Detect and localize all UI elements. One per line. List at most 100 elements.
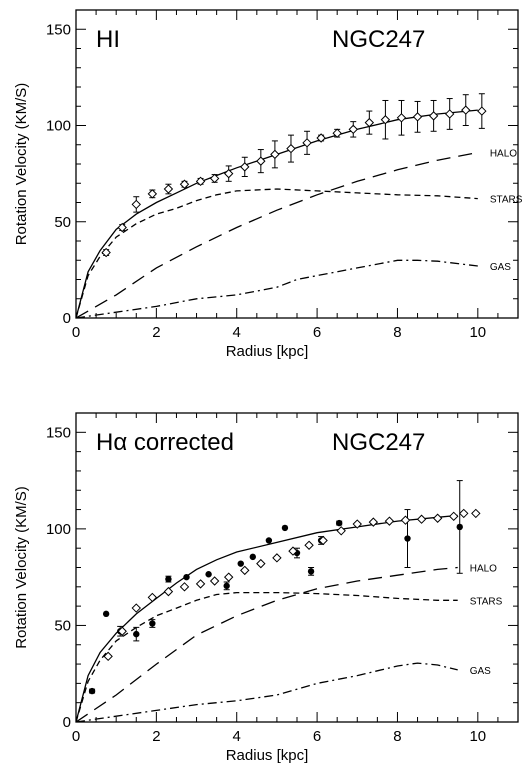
data-point-diamond — [444, 109, 455, 119]
stars-model-curve — [76, 591, 458, 722]
data-point-diamond — [117, 626, 127, 636]
stars-curve-label: STARS — [470, 596, 503, 607]
data-point-diamond — [396, 113, 407, 123]
x-tick-label: 0 — [72, 728, 80, 745]
data-point-diamond — [179, 179, 190, 189]
y-tick-label: 0 — [63, 714, 71, 731]
data-point-diamond — [302, 138, 312, 148]
data-point-diamond — [101, 247, 111, 258]
data-point-diamond — [240, 565, 250, 576]
data-point-filled — [281, 524, 289, 532]
data-point-filled — [165, 575, 172, 583]
data-point-diamond — [380, 115, 391, 125]
x-tick-label: 8 — [393, 728, 401, 745]
data-point-diamond — [368, 517, 379, 527]
plot-frame — [75, 412, 519, 723]
data-point-diamond — [179, 582, 190, 592]
y-axis-label: Rotation Velocity (KM/S) — [13, 83, 30, 246]
data-point-diamond — [477, 106, 487, 116]
data-point-diamond — [318, 535, 328, 546]
data-point-diamond — [364, 117, 375, 128]
data-point-diamond — [147, 592, 158, 603]
gas-curve-label: GAS — [490, 262, 511, 273]
x-tick-label: 10 — [469, 324, 486, 341]
x-tick-label: 6 — [313, 324, 321, 341]
data-point-filled — [102, 610, 110, 618]
data-point-filled — [223, 582, 230, 590]
y-tick-label: 50 — [54, 214, 71, 231]
data-point-diamond — [223, 572, 234, 582]
data-point-diamond — [286, 143, 296, 154]
x-tick-label: 4 — [233, 728, 241, 745]
data-point-filled — [237, 560, 244, 567]
data-point-diamond — [131, 603, 141, 613]
data-point-diamond — [428, 111, 439, 121]
halo-curve-label: HALO — [470, 564, 497, 575]
x-tick-label: 0 — [72, 324, 80, 341]
data-point-diamond — [316, 133, 326, 143]
data-point-diamond — [449, 511, 459, 522]
data-point-filled — [456, 523, 463, 531]
data-point-diamond — [412, 112, 423, 122]
halo-model-curve — [76, 151, 478, 318]
data-point-diamond — [103, 651, 113, 662]
data-point-diamond — [332, 128, 342, 138]
data-point-filled — [205, 571, 212, 578]
data-point-diamond — [400, 515, 411, 525]
stars-model-curve — [76, 188, 478, 318]
data-point-diamond — [384, 516, 395, 526]
x-tick-label: 2 — [152, 728, 160, 745]
y-tick-label: 150 — [46, 424, 71, 441]
data-point-filled — [183, 573, 190, 581]
galaxy-label: NGC247 — [332, 26, 425, 53]
data-point-diamond — [195, 176, 206, 187]
data-point-diamond — [270, 149, 280, 160]
y-tick-label: 100 — [46, 118, 71, 135]
data-point-filled — [307, 568, 315, 575]
panel-label: HI — [96, 26, 120, 53]
y-axis-label: Rotation Velocity (KM/S) — [13, 486, 30, 649]
data-point-diamond — [348, 124, 358, 135]
panel-label: Hα corrected — [96, 429, 234, 456]
total-model-curve — [76, 109, 478, 318]
data-point-diamond — [147, 189, 158, 199]
halo-curve-label: HALO — [490, 148, 517, 159]
data-point-diamond — [459, 508, 469, 519]
gas-curve-label: GAS — [470, 666, 491, 677]
x-tick-label: 4 — [233, 324, 241, 341]
y-tick-label: 50 — [54, 617, 71, 634]
data-point-diamond — [288, 546, 298, 556]
y-tick-label: 100 — [46, 521, 71, 538]
data-point-filled — [335, 519, 343, 527]
y-tick-label: 150 — [46, 21, 71, 38]
data-point-diamond — [336, 526, 346, 536]
data-point-diamond — [471, 508, 481, 519]
x-tick-label: 10 — [469, 728, 486, 745]
plot-frame — [75, 9, 519, 319]
x-axis-label: Radius [kpc] — [226, 343, 309, 360]
data-point-diamond — [131, 199, 141, 210]
data-point-diamond — [352, 519, 362, 529]
x-tick-label: 6 — [313, 728, 321, 745]
data-point-diamond — [163, 586, 174, 597]
x-axis-label: Radius [kpc] — [226, 747, 309, 764]
data-point-filled — [149, 620, 156, 627]
stars-curve-label: STARS — [490, 195, 523, 206]
data-point-diamond — [223, 168, 234, 179]
x-tick-label: 2 — [152, 324, 160, 341]
gas-model-curve — [76, 662, 458, 722]
data-point-diamond — [416, 514, 427, 524]
data-point-diamond — [209, 173, 220, 184]
data-point-diamond — [256, 558, 266, 569]
data-point-diamond — [432, 513, 443, 523]
data-point-diamond — [240, 162, 250, 172]
data-point-filled — [404, 535, 411, 542]
data-point-filled — [265, 537, 273, 544]
data-point-filled — [133, 630, 140, 638]
data-point-diamond — [209, 576, 220, 586]
data-point-filled — [249, 553, 256, 561]
halo-model-curve — [76, 566, 458, 722]
